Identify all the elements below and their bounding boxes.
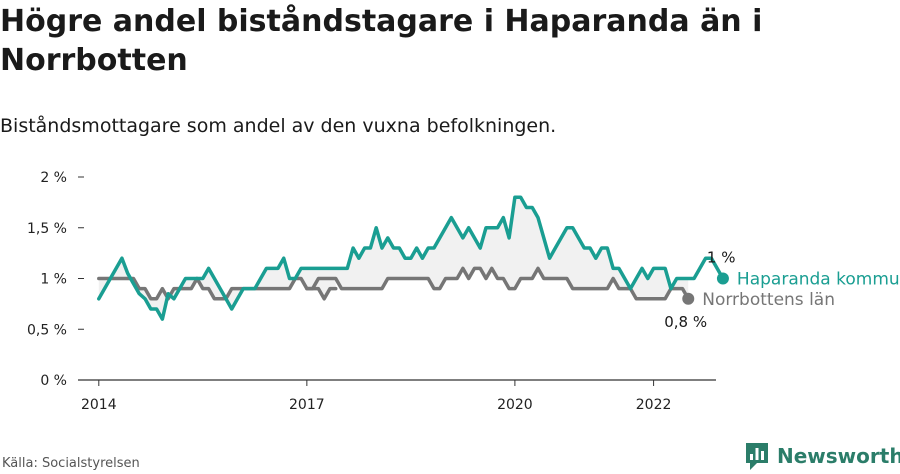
haparanda-end-point [716,272,729,285]
haparanda-kommun-line [97,195,725,321]
y-tick-label: 2 % [40,170,67,186]
y-tick-label: 1,5 % [27,221,67,237]
norrbotten-end-point [682,292,695,305]
chart-subtitle: Biståndsmottagare som andel av den vuxna… [0,115,557,137]
chart-axes: 0 % 0,5 % 1 % 1,5 % 2 % 2014 2017 2020 2022 [27,170,716,413]
brand-name: Newsworthy [777,444,900,468]
y-tick-label: 0 % [40,373,67,389]
series-gap-area [98,258,336,320]
x-tick-label: 2022 [636,397,672,413]
x-tick-label: 2014 [81,397,117,413]
source-note: Källa: Socialstyrelsen [2,456,140,471]
norrbottens-lan-line [305,266,691,301]
series-label-haparanda: Haparanda kommun [737,270,900,290]
series-label-norrbotten: Norrbottens län [702,290,835,310]
x-tick-label: 2020 [497,397,533,413]
chart-title: Högre andel biståndstagare i Haparanda ä… [0,4,763,78]
value-label-norrbotten: 0,8 % [664,313,707,331]
y-tick-label: 0,5 % [27,322,67,338]
x-tick-label: 2017 [289,397,325,413]
y-tick-label: 1 % [40,272,67,288]
difference-shading [98,197,689,320]
series-gap-area [306,197,689,299]
value-label-haparanda: 1 % [707,249,736,267]
series-lines [97,195,729,321]
bar-chart-logo-icon [746,443,768,470]
newsworthy-logo[interactable]: Newsworthy [744,441,900,471]
